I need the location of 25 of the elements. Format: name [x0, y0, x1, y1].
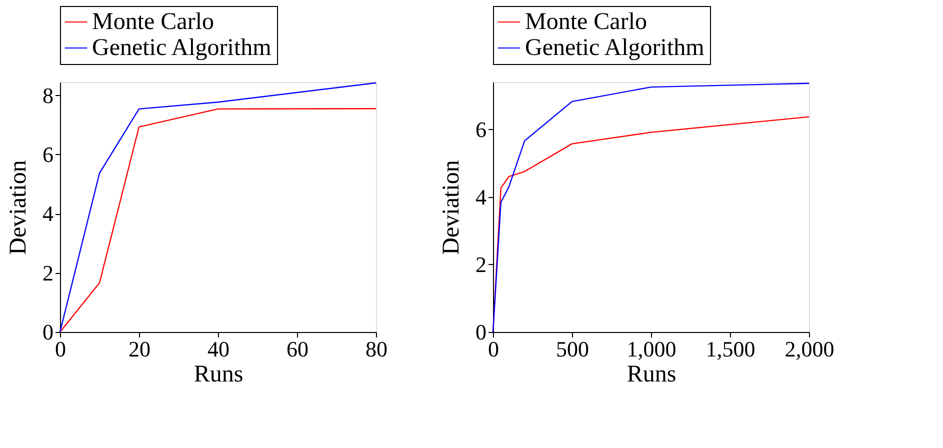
y-tick-label: 0 [476, 320, 486, 344]
x-tick-label: 2,000 [784, 336, 834, 362]
y-tick-label: 6 [42, 142, 54, 167]
legend-label: Monte Carlo [525, 9, 647, 35]
x-tick-label: 60 [286, 336, 308, 362]
legend-label: Monte Carlo [92, 9, 214, 35]
x-tick-label: 20 [128, 336, 150, 362]
x-tick-label: 1,000 [626, 336, 676, 362]
legend-label: Genetic Algorithm [92, 35, 272, 61]
x-tick-label: 500 [556, 336, 589, 362]
legend-label: Genetic Algorithm [525, 35, 705, 61]
y-tick-label: 6 [476, 116, 486, 142]
x-tick-label: 40 [208, 336, 230, 362]
x-axis-title: Runs [194, 362, 244, 388]
y-tick-label: 2 [42, 260, 54, 286]
y-tick-label: 4 [42, 201, 54, 226]
y-tick-label: 2 [476, 252, 486, 277]
x-tick-label: 1,500 [706, 336, 756, 362]
y-tick-label: 0 [42, 320, 54, 344]
y-tick-label: 8 [42, 82, 54, 108]
y-axis-title: Deviation [438, 160, 464, 255]
y-tick-label: 4 [476, 184, 486, 210]
x-tick-label: 80 [366, 336, 388, 362]
x-axis-title: Runs [626, 362, 676, 388]
y-axis-title: Deviation [6, 160, 32, 255]
